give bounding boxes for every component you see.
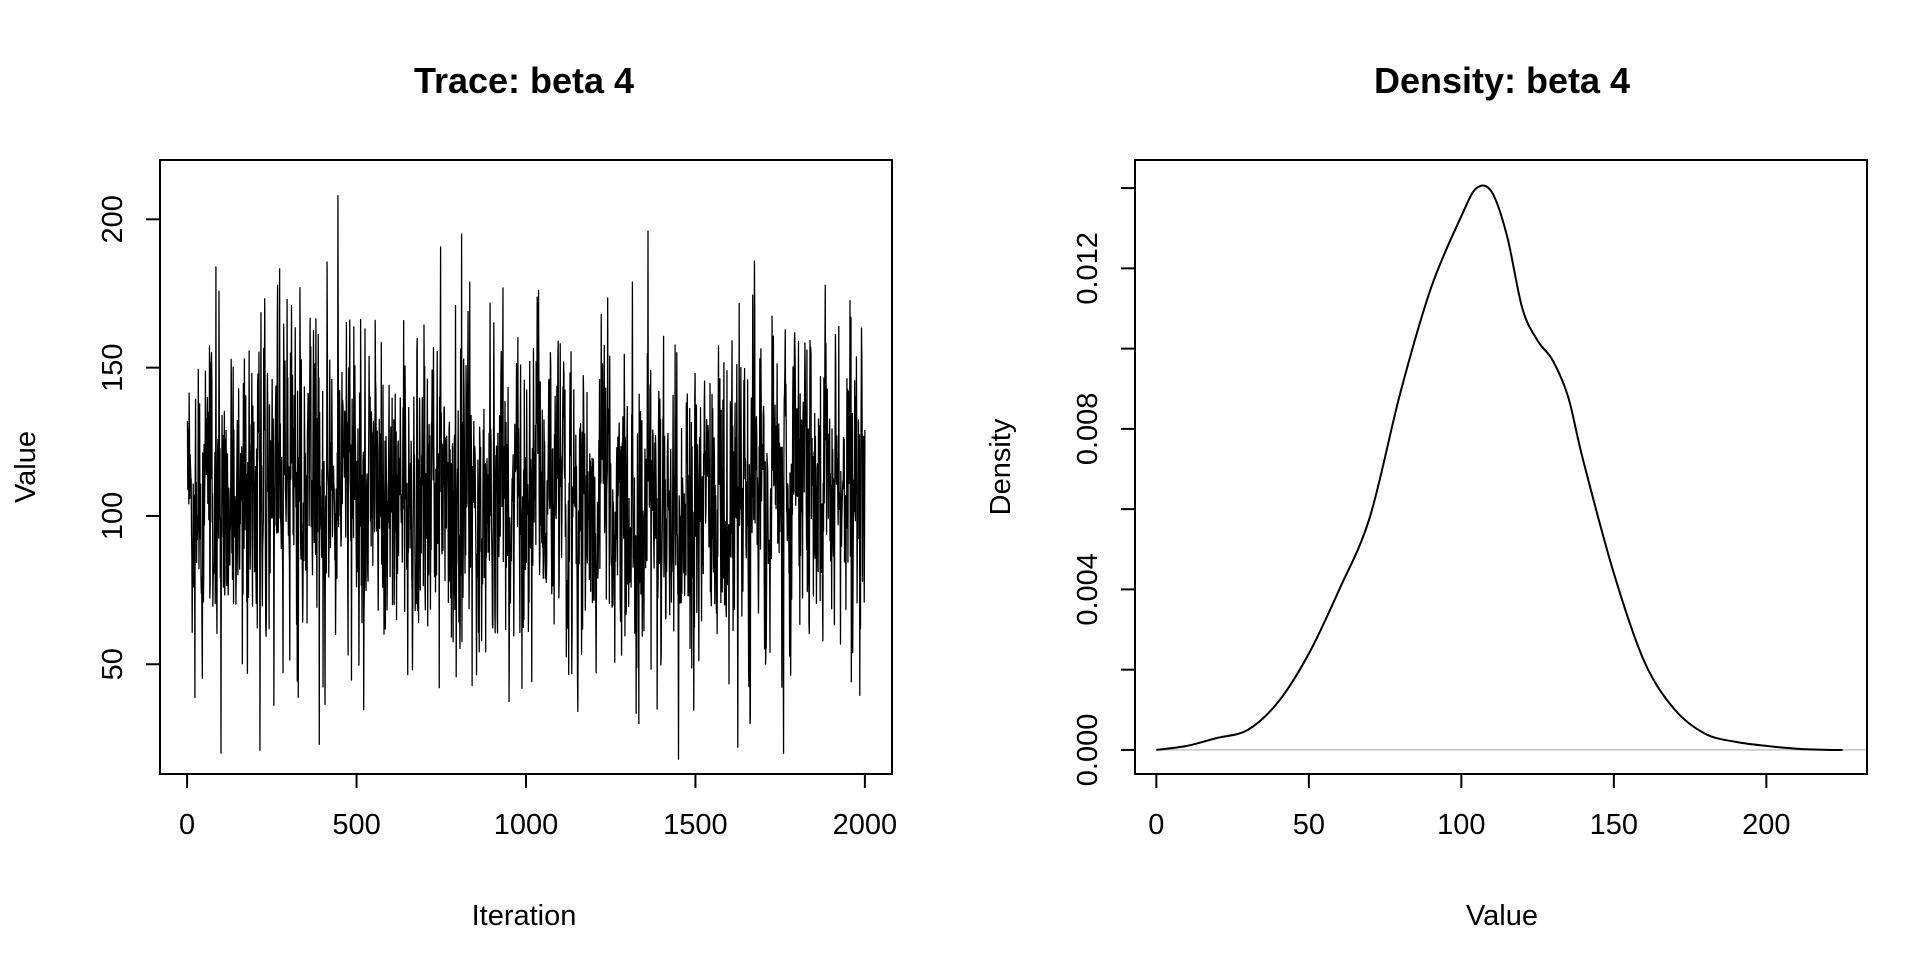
trace-title: Trace: beta 4 (414, 60, 634, 101)
density-y-tick-label: 0.008 (1072, 393, 1104, 466)
trace-y-tick-label: 100 (97, 492, 129, 540)
trace-series-line (186, 194, 866, 760)
density-x-tick-label: 50 (1293, 809, 1325, 841)
trace-x-tick-label: 0 (179, 809, 195, 841)
trace-x-tick-label: 2000 (833, 809, 898, 841)
trace-y-tick-label: 150 (97, 343, 129, 391)
density-y-tick-label: 0.004 (1072, 553, 1104, 626)
density-y-tick-label: 0.012 (1072, 232, 1104, 305)
trace-y-axis-label: Value (10, 431, 42, 503)
trace-x-tick-label: 500 (332, 809, 380, 841)
trace-y-tick-label: 200 (97, 195, 129, 243)
density-y-axis: 0.000 0.004 0.008 0.012 (1072, 187, 1135, 787)
trace-x-axis-label: Iteration (472, 900, 577, 932)
trace-x-tick-label: 1000 (494, 809, 559, 841)
density-series-layer (1156, 184, 1843, 752)
density-x-tick-label: 200 (1742, 809, 1790, 841)
trace-panel: Trace: beta 4 0 500 1000 1500 2000 50 100 150 2… (10, 60, 897, 932)
density-panel: Density: beta 4 0 50 100 150 200 0.0000.0040… (985, 60, 1868, 932)
density-plot-frame (1134, 159, 1868, 775)
density-x-tick-label: 0 (1148, 809, 1164, 841)
density-x-tick-label: 150 (1590, 809, 1638, 841)
trace-x-axis: 0 500 1000 1500 2000 (179, 774, 897, 841)
density-title: Density: beta 4 (1374, 60, 1630, 101)
trace-y-axis: 50 100 150 200 (97, 195, 160, 680)
density-x-axis-label: Value (1466, 900, 1538, 932)
density-x-tick-label: 100 (1437, 809, 1485, 841)
density-y-tick-label: 0.000 (1072, 714, 1104, 787)
trace-x-tick-label: 1500 (663, 809, 728, 841)
density-curve (1156, 184, 1843, 752)
density-y-axis-label: Density (985, 418, 1017, 515)
trace-y-tick-label: 50 (97, 648, 129, 680)
trace-series-layer (186, 194, 866, 760)
density-x-axis: 0 50 100 150 200 (1148, 774, 1791, 841)
